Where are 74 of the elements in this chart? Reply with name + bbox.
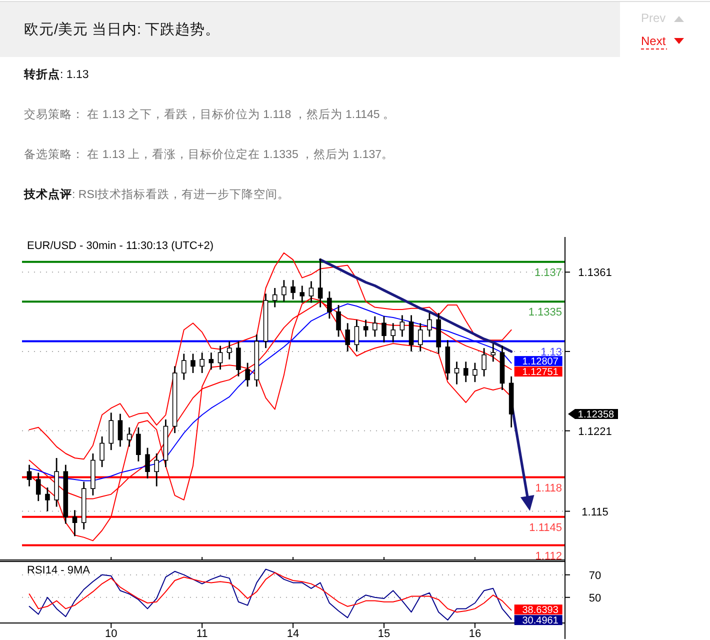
candlestick [36, 472, 41, 502]
candlestick [226, 340, 232, 360]
candlestick [218, 345, 223, 370]
candlestick [108, 412, 114, 451]
chart-title: EUR/USD - 30min - 11:30:13 (UTC+2) [27, 240, 214, 252]
ref-line-label: 1.13 [540, 346, 562, 358]
data-label: 1.12751 [522, 367, 559, 378]
x-tick-label: 15 [378, 628, 390, 640]
candlestick [145, 447, 150, 480]
line-series [319, 258, 513, 353]
x-tick-label: 10 [105, 628, 118, 640]
y-tick-label: 1.1361 [578, 267, 612, 280]
candlestick [463, 360, 468, 383]
y-tick-label: 70 [588, 570, 602, 582]
candlestick [154, 452, 160, 488]
candlestick [45, 486, 50, 512]
candlestick [482, 347, 486, 378]
text: Next [641, 34, 666, 48]
line-series [28, 572, 512, 613]
candlestick [136, 426, 141, 462]
data-label: 38.6393 [522, 605, 559, 616]
line-series [28, 252, 512, 460]
text: 交易策略： 在 1.13 之下，看跌，目标价位为 1.118 ，然后为 1.1145 。 [24, 107, 395, 121]
candlestick [272, 287, 278, 308]
candlestick [408, 314, 414, 352]
candlestick [418, 322, 423, 352]
candlestick [382, 316, 386, 344]
candlestick [72, 509, 78, 537]
candlestick [290, 279, 296, 300]
ref-line-label: 1.112 [535, 550, 562, 562]
candlestick [318, 258, 323, 308]
candlestick [345, 322, 350, 352]
candlestick [336, 304, 341, 338]
candlestick [245, 362, 250, 388]
candlestick [390, 322, 396, 344]
candlestick [472, 362, 478, 383]
ref-line-label: 1.1145 [529, 522, 562, 534]
candlestick [363, 319, 368, 338]
candlestick [236, 340, 241, 378]
candlestick [26, 464, 32, 488]
chart-title: RSI14 - 9MA [27, 564, 91, 576]
x-tick-label: 11 [196, 628, 208, 640]
text: 欧元/美元 当日内: 下跌趋势。 [24, 21, 220, 38]
x-tick-label: 14 [286, 628, 300, 640]
text: 备选策略： 在 1.13 上，看涨，目标价位定在 1.1335 ，然后为 1.137。 [24, 147, 394, 161]
candlestick [427, 312, 432, 338]
candlestick [300, 285, 305, 304]
text: 1.12358 [578, 410, 614, 421]
y-tick-label: 1.115 [582, 506, 608, 518]
ref-line-label: 1.118 [535, 482, 562, 494]
candlestick [327, 290, 332, 320]
text: 技术点评: RSI技术指标看跌，有进一步下降空间。 [23, 187, 290, 201]
candlestick [100, 436, 104, 468]
y-tick-label: 1.1221 [578, 426, 612, 438]
candlestick [118, 413, 123, 448]
data-label: 1.12807 [522, 356, 559, 368]
candlestick [454, 360, 460, 386]
candlestick [308, 280, 314, 304]
candlestick [208, 352, 214, 370]
candlestick [490, 342, 496, 362]
candlestick [282, 279, 286, 302]
candlestick [200, 352, 204, 374]
x-tick-label: 16 [468, 628, 482, 640]
candlestick [354, 319, 360, 352]
candlestick [400, 314, 405, 338]
y-tick-label: 50 [588, 592, 602, 604]
candlestick [372, 316, 378, 338]
candlestick [190, 353, 196, 374]
text: 转折点: 1.13 [23, 67, 89, 81]
data-label: 30.4961 [522, 616, 559, 627]
candlestick [126, 426, 132, 448]
ref-line-label: 1.137 [534, 266, 562, 279]
candlestick [182, 353, 186, 380]
ref-line-label: 1.1335 [528, 306, 562, 319]
